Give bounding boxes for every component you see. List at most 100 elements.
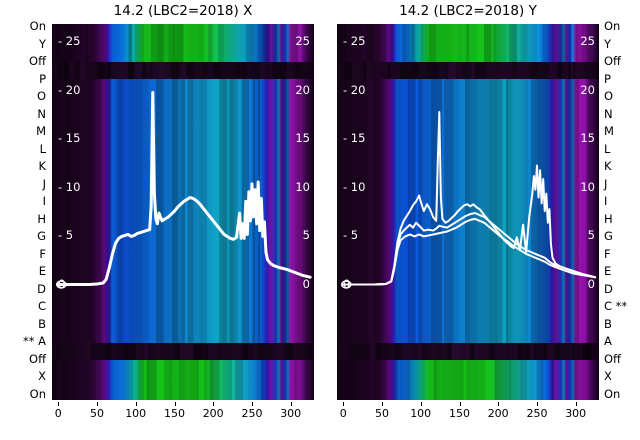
inner-y-tick-label: 10 [295, 179, 310, 194]
inner-y-tick-label: - 5 [58, 228, 74, 243]
inner-y-tick-label: 0 [587, 277, 595, 291]
trace-overlay-group [56, 91, 312, 289]
category-axis-label-right-y: Y [604, 36, 612, 51]
x-axis-tick [213, 402, 215, 406]
inner-y-tick-label: 15 [580, 131, 595, 146]
x-axis-tick [459, 402, 461, 406]
category-axis-label-right-h: H [604, 211, 613, 226]
inner-y-tick-label: - 15 [343, 131, 366, 146]
category-axis-label-right-f: F [604, 246, 611, 261]
x-axis-tick [382, 402, 383, 406]
heatmap-band-lower [52, 360, 314, 400]
x-axis-tick [252, 402, 253, 406]
category-axis-label-left-l: L [39, 141, 46, 156]
panel-title-x: 14.2 (LBC2=2018) X [113, 3, 253, 19]
inner-y-tick-label: 25 [295, 34, 310, 48]
x-axis-tick [174, 402, 176, 406]
heatmap-column-noise [337, 360, 599, 400]
heatmap-column-noise [52, 360, 314, 400]
category-axis-label-left-o: O [36, 89, 46, 104]
inner-y-tick-label: 0 [58, 277, 66, 291]
x-axis-x: 0 50 100 150 200 250 300 [52, 402, 314, 424]
category-axis-label-left-i: I [42, 194, 46, 209]
trace-overlay-group [341, 110, 597, 289]
inner-y-tick-label: 0 [343, 277, 351, 291]
inner-y-tick-label: - 25 [58, 34, 81, 48]
category-axis-label-right-d: D [604, 281, 613, 296]
heatmap-column-noise [52, 79, 314, 343]
x-axis-tick [537, 402, 538, 406]
inner-y-tick-label: - 10 [58, 179, 81, 194]
heatmap-band-upper [52, 24, 314, 62]
x-axis-tick-label: 250 [526, 407, 548, 420]
x-axis-tick-label: 0 [54, 407, 62, 420]
trace-origin-marker [56, 280, 67, 289]
heatmap-band-upper [337, 24, 599, 62]
inner-y-tick-label: - 20 [58, 82, 81, 97]
category-axis-label-left-d: D [37, 281, 46, 296]
category-axis-label-left-x: X [38, 369, 46, 384]
category-axis-label-left-off: Off [29, 54, 46, 69]
trace-line-x-overlay-trace [56, 91, 312, 287]
category-axis-label-left-c: C [37, 299, 46, 314]
x-axis-tick-label: 100 [125, 407, 147, 420]
inner-y-tick-label: 15 [295, 131, 310, 146]
category-axis-label-left-e: E [38, 264, 46, 279]
x-axis-tick [97, 402, 98, 406]
x-axis-tick [575, 402, 577, 406]
category-axis-label-left-m: M [36, 124, 46, 139]
x-axis-tick-label: 250 [241, 407, 263, 420]
trace-origin-marker [341, 280, 352, 289]
panel-x[interactable]: - 25 25 - 20 20 - 15 15 - 10 10 - 5 5 0 0 [52, 24, 314, 400]
category-axis-label-left-b: B [38, 316, 46, 331]
x-axis-tick-label: 200 [487, 407, 509, 420]
category-axis-label-right-b: B [604, 316, 612, 331]
panel-y[interactable]: - 25 25 - 20 20 - 15 15 - 10 10 - 5 5 0 0 [337, 24, 599, 400]
category-axis-label-right-l: L [604, 141, 611, 156]
x-axis-tick [290, 402, 292, 406]
category-axis-label-left-off: Off [29, 351, 46, 366]
heatmap-column-noise [52, 343, 314, 360]
heatmap-band-gap-upper [337, 62, 599, 79]
heatmap-column-noise [337, 24, 599, 62]
x-axis-tick-label: 0 [339, 407, 347, 420]
category-axis-label-right-i: I [604, 194, 608, 209]
category-axis-label-left-on: On [29, 19, 46, 33]
inner-y-tick-label: - 15 [58, 131, 81, 146]
inner-y-tick-label: 20 [580, 82, 595, 97]
category-axis-label-left-f: F [39, 246, 46, 261]
x-axis-tick [58, 402, 60, 406]
inner-y-tick-label: 25 [580, 34, 595, 48]
category-axis-label-right-a: A [604, 334, 612, 349]
heatmap-column-noise [337, 343, 599, 360]
category-axis-label-right-off: Off [604, 351, 621, 366]
x-axis-tick [420, 402, 422, 406]
category-axis-label-right-j: J [604, 176, 608, 191]
inner-y-tick-label: - 20 [343, 82, 366, 97]
inner-y-tick-label: 10 [580, 179, 595, 194]
heatmap-column-noise [337, 62, 599, 79]
heatmap-band-gap-lower [52, 343, 314, 360]
category-axis-label-right-o: O [604, 89, 614, 104]
inner-y-tick-label: 0 [302, 277, 310, 291]
category-axis-label-right-g: G [604, 229, 613, 244]
category-axis-label-right-e: E [604, 264, 612, 279]
heatmap-band-gap-upper [52, 62, 314, 79]
heatmap-column-noise [52, 62, 314, 79]
category-axis-label-right-c: C ** [604, 299, 628, 314]
trace-line-y-overlay-trace-lower [342, 217, 597, 286]
heatmap-band-lower [337, 360, 599, 400]
inner-y-tick-label: - 25 [343, 34, 366, 48]
x-axis-tick [135, 402, 137, 406]
x-axis-tick-label: 50 [90, 407, 104, 420]
inner-y-tick-label: 5 [587, 228, 595, 243]
category-axis-label-right-m: M [604, 124, 614, 139]
category-axis-label-left-j: J [42, 176, 46, 191]
x-axis-y: 0 50 100 150 200 250 300 [337, 402, 599, 424]
inner-y-tick-label: - 10 [343, 179, 366, 194]
x-axis-tick-label: 150 [164, 407, 185, 420]
x-axis-tick-label: 100 [410, 407, 432, 420]
heatmap-band-gap-lower [337, 343, 599, 360]
category-axis-label-left-a: ** A [22, 334, 46, 349]
